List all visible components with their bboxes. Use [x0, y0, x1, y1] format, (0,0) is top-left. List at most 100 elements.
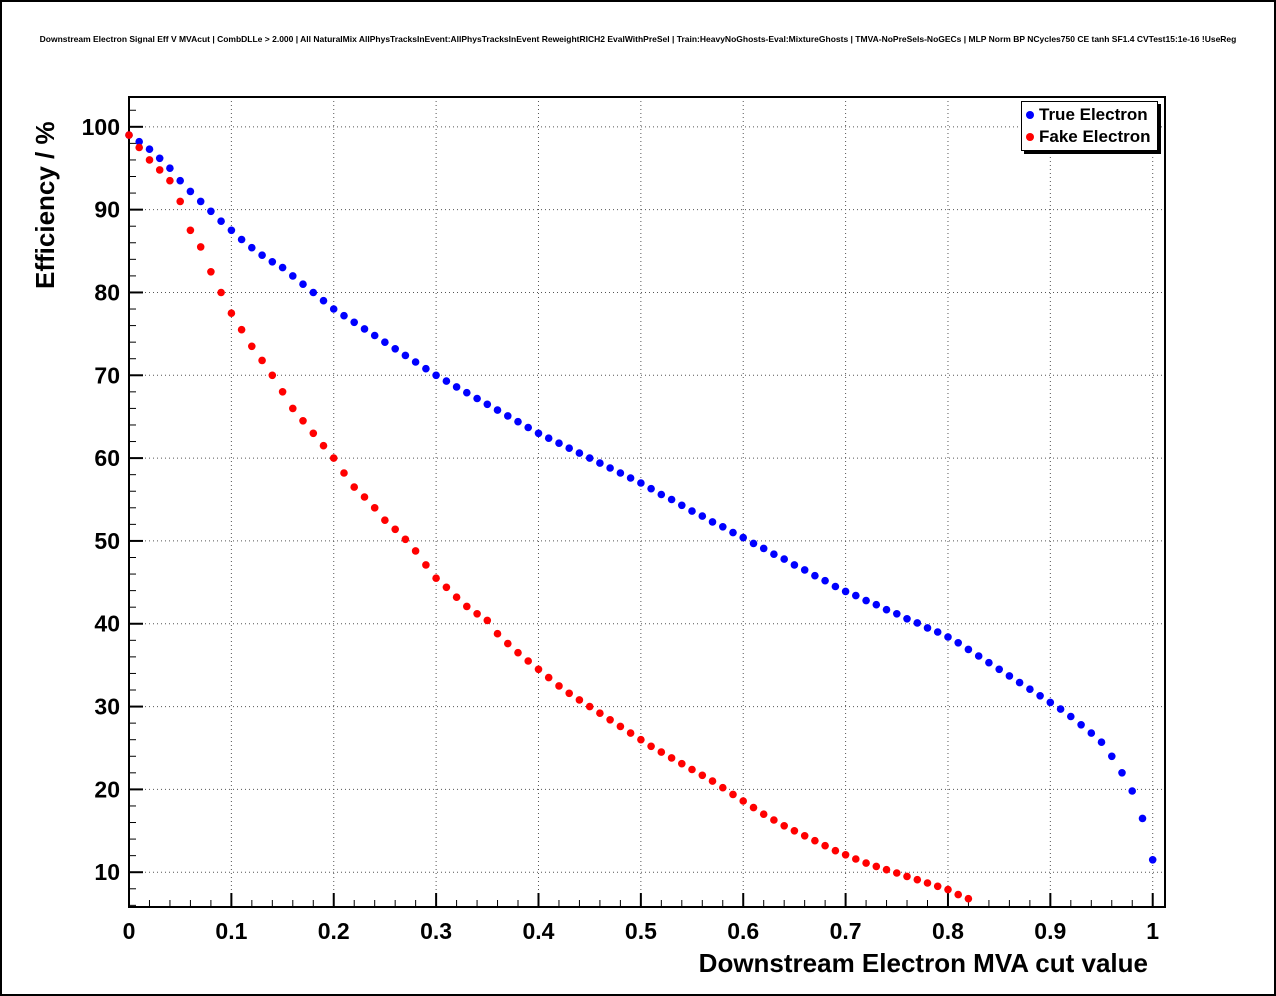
data-point [923, 879, 932, 887]
data-point [964, 894, 973, 903]
data-point [626, 474, 635, 482]
y-tick-labels: 10 20 30 40 50 60 70 80 90 100 [82, 114, 120, 885]
data-point [596, 459, 604, 467]
data-point [278, 388, 287, 396]
data-point [770, 550, 778, 558]
data-point [1067, 712, 1075, 721]
legend-entry: True Electron [1026, 105, 1157, 125]
y-tick-label: 10 [94, 859, 120, 885]
gridlines [128, 97, 1165, 907]
data-point [882, 605, 891, 614]
x-tick-label: 0 [123, 918, 136, 944]
data-point [452, 383, 461, 391]
data-point [155, 154, 164, 163]
data-point [207, 268, 215, 276]
data-point [391, 525, 400, 534]
data-point [514, 648, 522, 657]
data-point [155, 166, 164, 174]
data-point [1128, 787, 1136, 795]
data-point [657, 490, 666, 499]
data-point [770, 816, 778, 824]
data-point [217, 217, 225, 225]
data-point [1036, 692, 1044, 700]
data-point [350, 318, 359, 327]
data-point [340, 469, 348, 477]
data-point [1087, 729, 1096, 737]
data-point [719, 783, 727, 792]
data-point [1138, 814, 1147, 823]
data-point [196, 243, 205, 251]
data-point [135, 137, 143, 146]
data-point [289, 404, 297, 413]
data-point [811, 836, 819, 845]
data-point [678, 501, 686, 510]
data-point [903, 872, 911, 881]
data-point [913, 875, 922, 884]
data-point [278, 263, 287, 272]
data-point [688, 765, 696, 774]
legend-label: Fake Electron [1039, 127, 1151, 146]
x-tick-label: 0.1 [215, 918, 247, 944]
data-point [974, 652, 983, 660]
data-point [463, 602, 471, 611]
data-point [565, 444, 573, 453]
data-point [985, 658, 993, 667]
data-point [1056, 705, 1065, 713]
data-point [370, 331, 379, 340]
data-point [759, 810, 768, 818]
data-point [248, 342, 256, 351]
data-point [616, 722, 625, 731]
data-point [524, 657, 532, 665]
data-point [227, 309, 236, 318]
data-point [473, 394, 481, 403]
x-tick-label: 0.2 [318, 918, 350, 944]
x-tick-label: 0.3 [420, 918, 452, 944]
plot-title: Downstream Electron Signal Eff V MVAcut … [39, 34, 1237, 44]
data-point [207, 207, 215, 216]
data-point [575, 696, 584, 704]
data-point [483, 400, 492, 409]
data-point [237, 325, 246, 334]
data-point [647, 742, 655, 751]
data-point [852, 855, 860, 863]
data-point [780, 822, 788, 830]
y-tick-label: 80 [94, 280, 120, 306]
legend-entry: Fake Electron [1026, 127, 1157, 147]
data-point [166, 164, 174, 172]
data-point [954, 890, 962, 899]
y-tick-label: 90 [94, 197, 120, 223]
data-point [258, 356, 266, 365]
data-point [504, 639, 512, 648]
data-point [135, 143, 143, 152]
legend-label: True Electron [1039, 105, 1148, 124]
data-point [176, 197, 184, 206]
data-point [544, 434, 553, 443]
x-tick-label: 0.9 [1034, 918, 1066, 944]
data-point [534, 665, 543, 674]
data-point [575, 449, 584, 457]
data-point [944, 885, 952, 894]
data-point [411, 358, 420, 366]
x-tick-label: 0.5 [625, 918, 657, 944]
data-point [800, 566, 809, 574]
data-point [944, 633, 952, 641]
data-point [831, 582, 840, 591]
data-point [565, 689, 573, 698]
data-point [1108, 752, 1116, 761]
data-point [289, 272, 297, 280]
data-point [422, 561, 430, 569]
y-tick-label: 70 [94, 362, 120, 388]
data-point [790, 827, 799, 835]
data-point [913, 619, 922, 627]
x-tick-label: 0.6 [727, 918, 759, 944]
x-tick-label: 0.7 [830, 918, 862, 944]
data-point [831, 846, 840, 855]
data-point [401, 351, 410, 360]
data-point [360, 493, 369, 501]
data-point [350, 483, 359, 491]
data-point [585, 702, 594, 711]
y-tick-label: 50 [94, 528, 120, 554]
data-point [432, 371, 440, 380]
data-point [186, 187, 195, 196]
x-tick-labels: 0 0.1 0.2 0.3 0.4 0.5 0.6 0.7 0.8 0.9 1 [123, 918, 1160, 944]
